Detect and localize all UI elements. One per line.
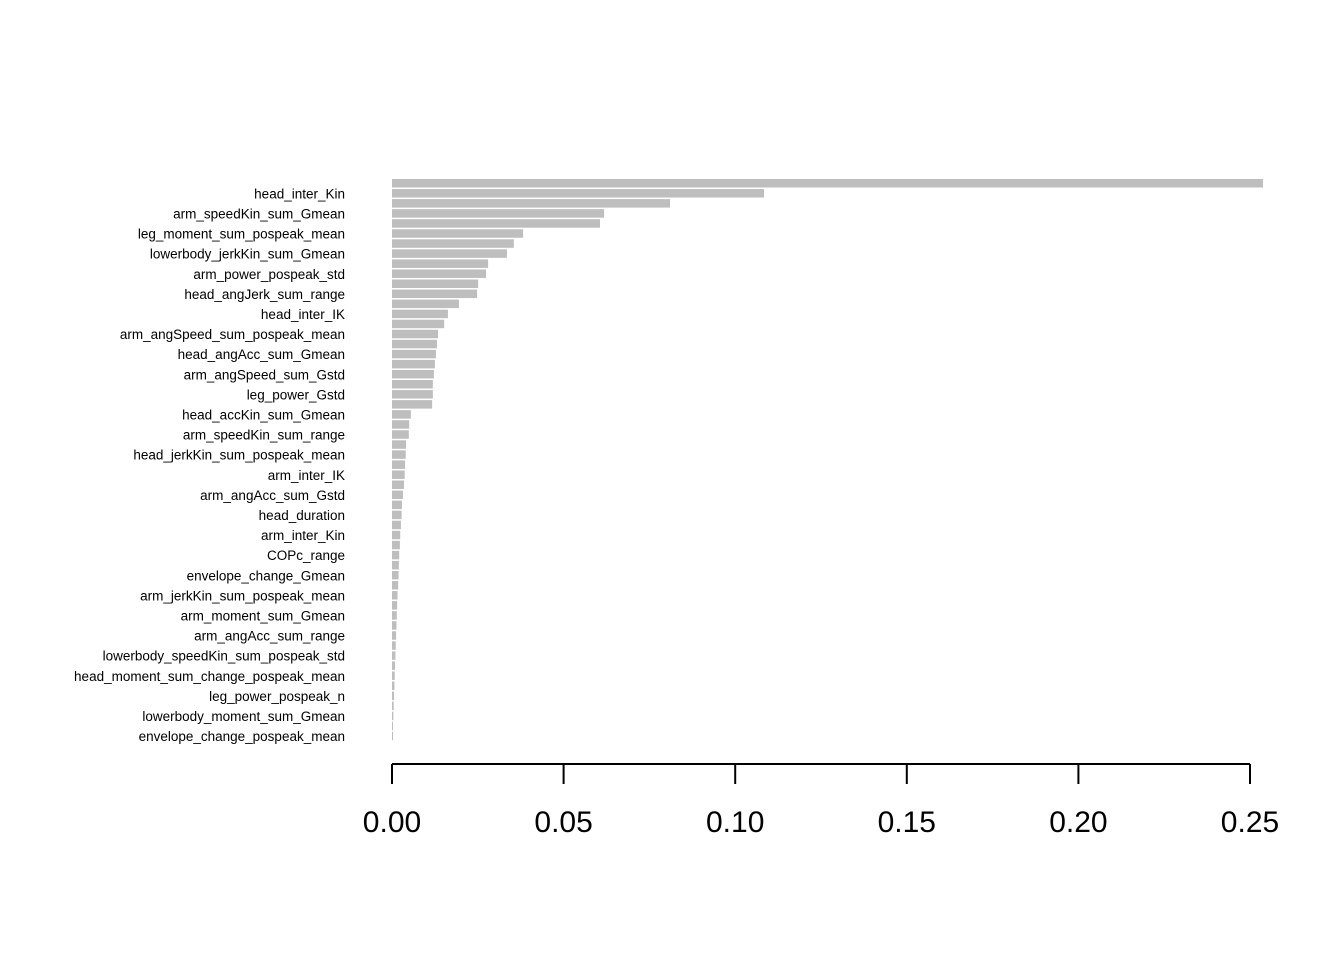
bar [392,570,399,580]
y-tick-label: arm_angAcc_sum_range [194,629,345,644]
bar [392,309,448,319]
x-tick-label: 0.25 [1221,806,1279,839]
bar [392,641,396,650]
y-tick-label: head_duration [259,508,345,523]
y-tick-label: head_inter_IK [261,307,345,322]
bar [392,390,433,399]
y-tick-label: leg_moment_sum_pospeak_mean [138,227,345,242]
y-tick-label: arm_power_pospeak_std [193,267,345,282]
bar [392,591,398,600]
bar [392,229,524,238]
bar [392,339,437,349]
bar [392,560,399,570]
bar [392,440,407,449]
x-tick-label: 0.15 [878,806,936,839]
bar [392,400,433,409]
y-tick-label: arm_inter_Kin [261,528,345,543]
bar [392,369,434,379]
y-tick-label: arm_speedKin_sum_Gmean [173,206,345,221]
bar [392,380,433,389]
y-tick-label: arm_jerkKin_sum_pospeak_mean [140,588,345,603]
y-tick-label: head_moment_sum_change_pospeak_mean [74,669,345,684]
bar [392,701,394,711]
bar [392,540,400,550]
x-tick-label: 0.20 [1049,806,1107,839]
x-tick-label: 0.10 [706,806,764,839]
y-tick-label: head_angAcc_sum_Gmean [178,347,345,362]
bar [392,631,397,640]
bar [392,500,402,510]
y-tick-label: envelope_change_pospeak_mean [139,729,345,744]
bar [392,209,605,218]
bar [392,681,395,690]
bar [392,189,765,198]
y-tick-label: arm_inter_IK [268,468,345,483]
y-tick-label: lowerbody_moment_sum_Gmean [142,709,345,724]
bar [392,239,514,248]
bar [392,601,398,610]
y-tick-label: arm_angSpeed_sum_pospeak_mean [120,327,345,342]
y-tick-label: arm_speedKin_sum_range [183,428,345,443]
y-tick-label: arm_angAcc_sum_Gstd [200,488,345,503]
y-tick-label: head_jerkKin_sum_pospeak_mean [133,448,345,463]
bar [392,490,403,500]
bar [392,279,479,288]
y-tick-label: head_angJerk_sum_range [184,287,345,302]
bar [392,430,409,439]
bar [392,219,600,228]
y-tick-label: leg_power_pospeak_n [209,689,345,704]
bar [392,199,670,208]
bar [392,249,507,258]
x-tick-label: 0.05 [534,806,592,839]
bar [392,420,410,429]
bar [392,480,405,489]
bar [392,329,438,339]
y-tick-label: lowerbody_jerkKin_sum_Gmean [150,247,345,262]
bar [392,289,478,299]
bar [392,621,397,630]
bar [392,520,401,530]
bar [392,530,401,540]
bar [392,510,402,520]
bar [392,711,394,721]
y-tick-label: arm_moment_sum_Gmean [181,608,345,623]
bar [392,550,400,560]
bar [392,359,435,369]
bar [392,319,445,329]
bar [392,349,436,359]
y-tick-label: envelope_change_Gmean [187,568,345,583]
y-tick-label: head_accKin_sum_Gmean [182,407,345,422]
bar [392,661,396,670]
bar [392,651,396,660]
y-tick-label: leg_power_Gstd [247,387,345,402]
bar [392,259,489,268]
bar [392,721,394,731]
x-tick-label: 0.00 [363,806,421,839]
bar [392,731,394,741]
bar [392,470,405,479]
bar [392,581,399,590]
y-tick-label: head_inter_Kin [254,186,345,201]
bar [392,691,395,701]
y-tick-label: lowerbody_speedKin_sum_pospeak_std [103,649,345,664]
bar [392,269,487,278]
bar [392,611,397,620]
bar [392,450,406,459]
y-tick-label: COPc_range [267,548,345,563]
bar [392,299,459,309]
bar [392,179,1264,188]
bar [392,460,406,469]
bar [392,410,411,419]
bar [392,671,395,680]
y-tick-label: arm_angSpeed_sum_Gstd [184,367,345,382]
